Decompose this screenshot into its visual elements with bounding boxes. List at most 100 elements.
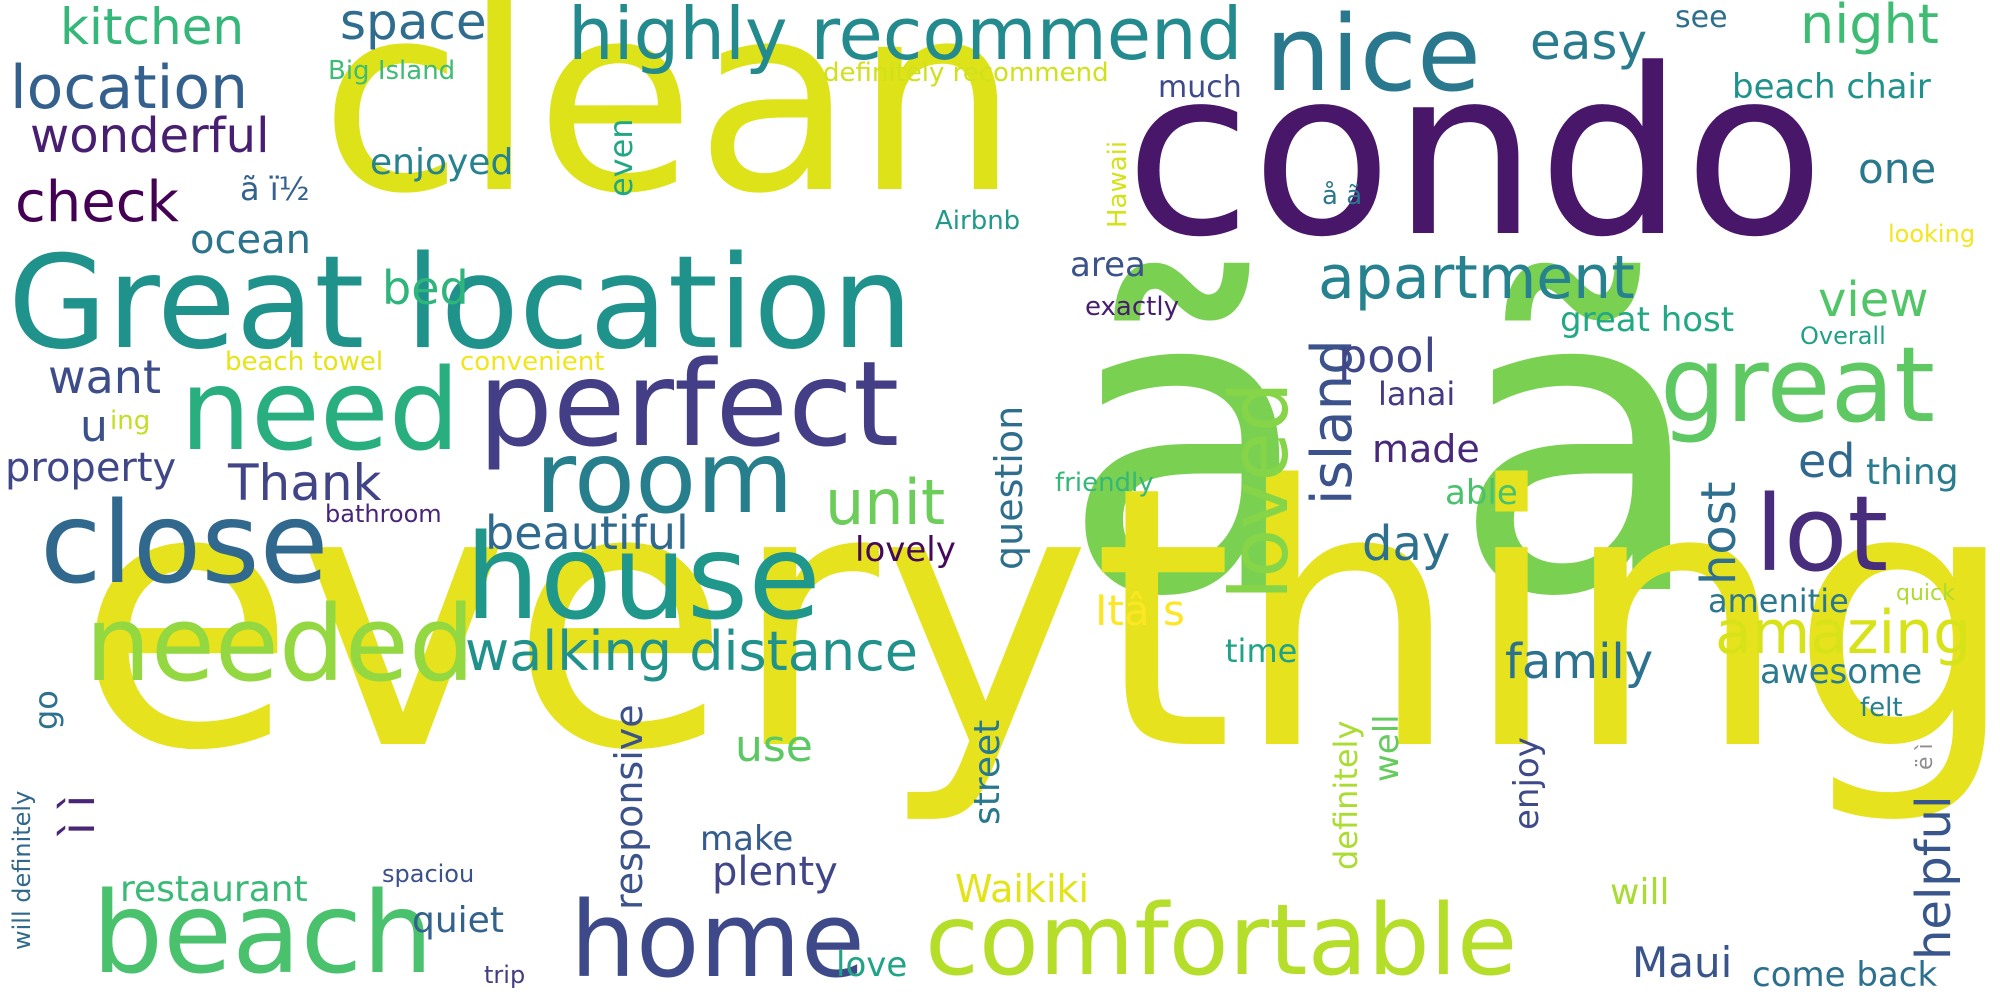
word-great: great	[1660, 324, 1935, 446]
word-enjoyed: enjoyed	[370, 142, 514, 183]
word-want: want	[48, 350, 162, 404]
word-area: area	[1070, 245, 1146, 285]
word-pool: pool	[1338, 329, 1437, 383]
word-hawaii: Hawaii	[1103, 140, 1133, 228]
word-much: much	[1158, 70, 1242, 105]
word-ocean: ocean	[190, 217, 311, 263]
word-space: space	[340, 0, 487, 51]
word-spaciou: spaciou	[382, 860, 475, 888]
word-bathroom: bathroom	[325, 500, 442, 528]
word-one: one	[1858, 144, 1937, 193]
word-i-grave-i-grave: ì ì	[51, 794, 105, 835]
word-close: close	[40, 479, 329, 609]
word-lot: lot	[1755, 473, 1889, 595]
word-love: love	[836, 945, 908, 985]
word-time: time	[1225, 632, 1298, 670]
word-condo: condo	[1125, 21, 1825, 288]
word-beautiful: beautiful	[485, 506, 689, 560]
word-host: host	[1691, 481, 1747, 585]
word-unit: unit	[825, 466, 946, 539]
word-come-back: come back	[1752, 955, 1938, 995]
word-question: question	[987, 405, 1031, 570]
word-maui: Maui	[1632, 938, 1733, 987]
word-loved: loved	[1213, 381, 1306, 600]
word-location: location	[10, 53, 249, 123]
word-street: street	[967, 719, 1008, 825]
word-property: property	[5, 445, 177, 491]
word-great-location: Great location	[8, 229, 913, 378]
word-overall: Overall	[1800, 322, 1886, 350]
word-beach-chair: beach chair	[1732, 67, 1931, 107]
word-will-definitely: will definitely	[8, 790, 36, 950]
word-day: day	[1362, 516, 1451, 572]
word-its: Itâ s	[1095, 586, 1185, 635]
word-airbnb: Airbnb	[935, 206, 1021, 236]
word-kitchen: kitchen	[60, 0, 245, 56]
word-enjoy: enjoy	[1507, 737, 1547, 830]
word-needed: needed	[85, 583, 475, 705]
word-walking-distance: walking distance	[465, 620, 919, 683]
word-able: able	[1445, 473, 1518, 513]
word-lanai: lanai	[1378, 375, 1456, 413]
word-helpful: helpful	[1906, 795, 1962, 960]
word-a-tilde-a-tilde: ã ã	[1060, 200, 1709, 689]
word-highly-recommend: highly recommend	[568, 0, 1243, 76]
word-go: go	[27, 690, 65, 730]
word-ing: ing	[110, 406, 151, 436]
word-easy: easy	[1530, 13, 1648, 71]
word-house: house	[465, 508, 821, 646]
word-nice: nice	[1265, 0, 1481, 115]
word-restaurant: restaurant	[120, 869, 308, 910]
word-see: see	[1675, 0, 1728, 35]
word-clean: clean	[320, 0, 1020, 251]
word-will: will	[1610, 872, 1670, 913]
word-need: need	[180, 346, 460, 476]
word-u: u	[80, 401, 108, 452]
word-use: use	[735, 721, 813, 772]
word-a-tilde-i-half: ã ï½	[240, 170, 310, 208]
word-big-island: Big Island	[328, 56, 456, 86]
word-family: family	[1505, 634, 1654, 690]
word-great-host: great host	[1560, 300, 1735, 340]
word-ed: ed	[1798, 434, 1856, 488]
word-perfect: perfect	[478, 335, 900, 473]
word-quick: quick	[1896, 581, 1955, 606]
word-plenty: plenty	[712, 849, 838, 895]
word-view: view	[1818, 272, 1929, 328]
word-responsive: responsive	[607, 704, 651, 910]
word-make: make	[700, 819, 794, 859]
word-apartment: apartment	[1318, 243, 1635, 313]
word-well: well	[1367, 714, 1407, 782]
word-felt: felt	[1860, 693, 1903, 723]
word-definitely: definitely	[1327, 720, 1365, 870]
word-beach: beach	[92, 869, 434, 999]
word-quiet: quiet	[412, 900, 504, 941]
word-amenitie: amenitie	[1708, 582, 1849, 620]
word-amazing: amazing	[1715, 598, 1972, 668]
word-wonderful: wonderful	[30, 108, 270, 164]
word-thank: Thank	[228, 454, 382, 512]
word-a-ring-a-tilde: å ã	[1322, 181, 1363, 211]
word-night: night	[1800, 0, 1939, 56]
word-exactly: exactly	[1085, 292, 1179, 322]
word-convenient: convenient	[460, 347, 605, 377]
word-looking: looking	[1888, 220, 1976, 248]
word-waikiki: Waikiki	[955, 867, 1090, 911]
word-lovely: lovely	[855, 530, 956, 570]
word-home: home	[570, 879, 865, 1000]
word-everything: everything	[75, 410, 2000, 829]
word-friendly: friendly	[1055, 468, 1154, 498]
word-room: room	[535, 419, 794, 536]
word-thing: thing	[1866, 452, 1959, 493]
word-trip: trip	[484, 961, 526, 989]
word-comfortable: comfortable	[925, 884, 1518, 998]
word-e-diaeresis-i-grave: ë ì	[1913, 743, 1938, 770]
word-awesome: awesome	[1760, 652, 1923, 692]
word-definitely-recommend: definitely recommend	[823, 58, 1109, 88]
word-beach-towel: beach towel	[225, 347, 384, 377]
word-bed: bed	[382, 261, 469, 315]
word-made: made	[1372, 427, 1480, 471]
word-check: check	[15, 170, 179, 235]
word-even: even	[602, 118, 640, 197]
